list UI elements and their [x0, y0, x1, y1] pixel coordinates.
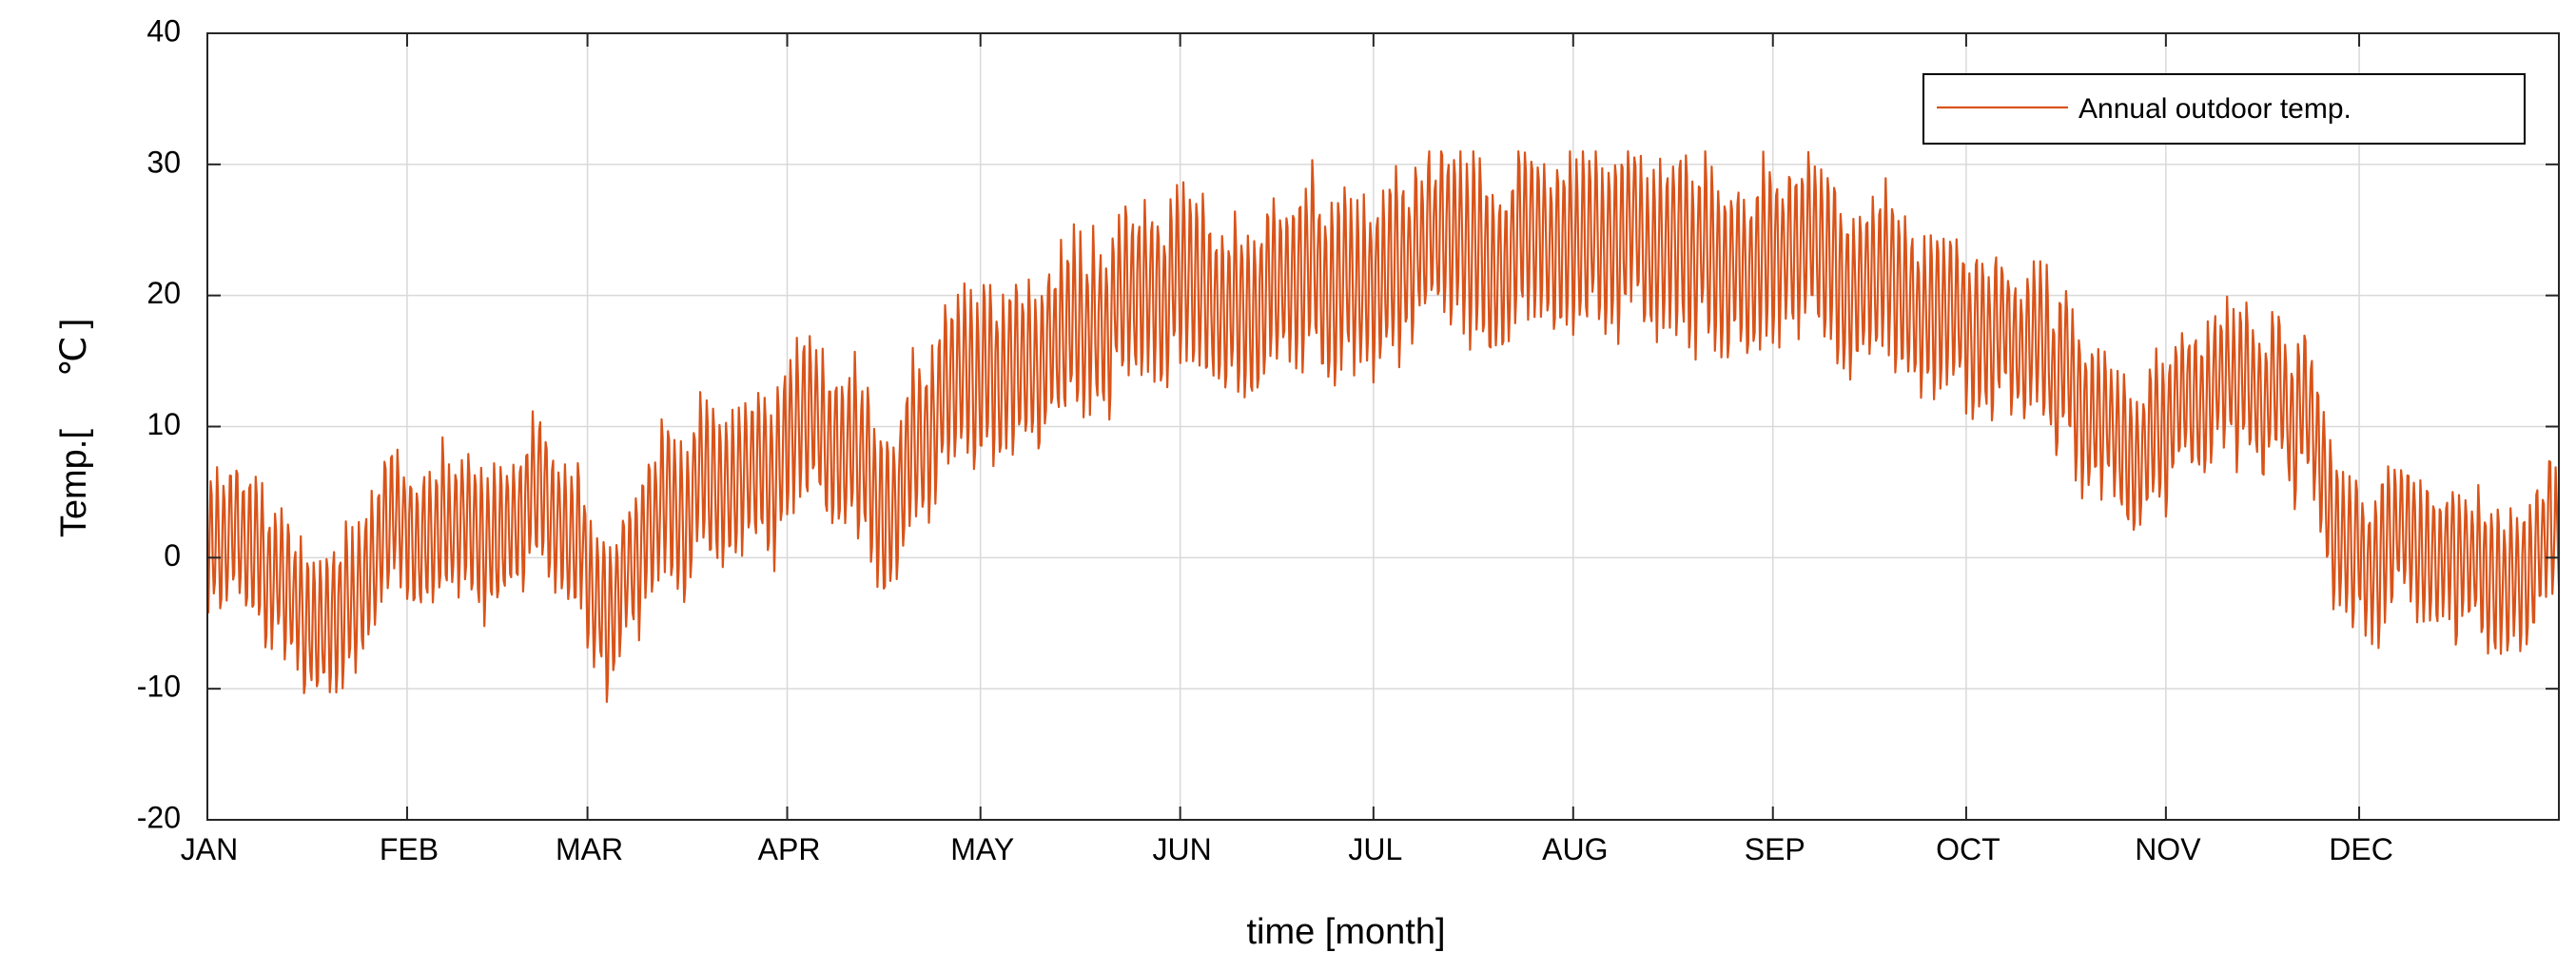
x-tick-label: DEC	[2329, 832, 2393, 866]
y-tick-label: 40	[146, 13, 181, 48]
grid	[207, 33, 2559, 820]
x-tick-label: OCT	[1936, 832, 2000, 866]
y-tick-label: 30	[146, 145, 181, 179]
x-tick-label: FEB	[380, 832, 439, 866]
y-tick-label: 0	[164, 538, 181, 573]
legend: Annual outdoor temp.	[1922, 73, 2526, 145]
y-tick-label: -20	[137, 800, 181, 834]
legend-box	[1922, 73, 2526, 145]
y-tick-label: 20	[146, 276, 181, 310]
y-axis-label: Temp.[℃]	[54, 319, 94, 537]
y-tick-label: 10	[146, 407, 181, 441]
x-tick-label: MAY	[950, 832, 1014, 866]
x-tick-label: AUG	[1542, 832, 1608, 866]
x-tick-label: APR	[758, 832, 821, 866]
x-tick-label: NOV	[2135, 832, 2201, 866]
x-tick-label: MAR	[556, 832, 623, 866]
x-tick-label: SEP	[1745, 832, 1805, 866]
x-axis-label: time [month]	[1246, 912, 1445, 952]
series-line-annual-outdoor-temp	[206, 150, 2561, 704]
y-tick-label: -10	[137, 670, 181, 704]
x-tick-label: JAN	[181, 832, 238, 866]
x-tick-label: JUN	[1153, 832, 1212, 866]
y-axis-label-group: Temp.[℃]	[54, 319, 94, 537]
x-tick-label: JUL	[1348, 832, 1402, 866]
axis-ticks: -20 -10 0 10 20 30 40 JAN FEB MAR APR MAY JUN JUL AUG S…	[137, 13, 2559, 866]
legend-label: Annual outdoor temp.	[2078, 93, 2352, 125]
